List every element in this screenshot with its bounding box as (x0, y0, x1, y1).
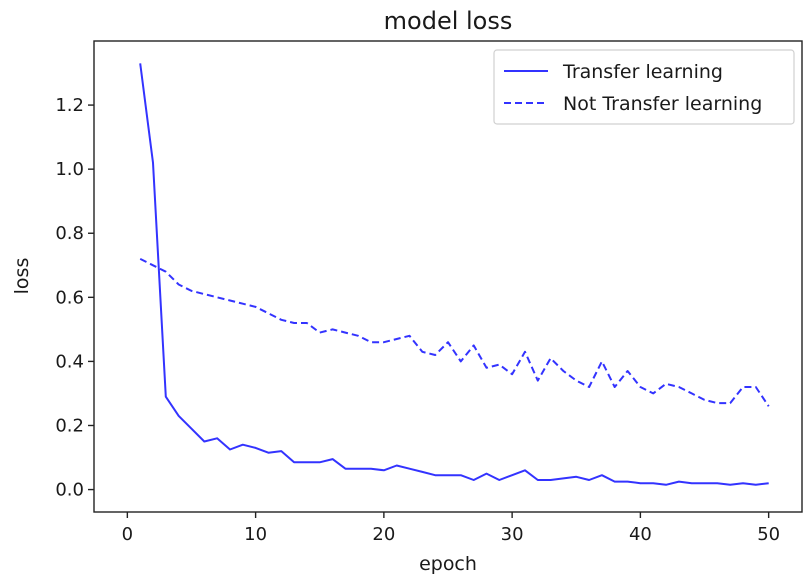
x-axis: 0 10 20 30 40 50 (122, 512, 780, 545)
y-tick-label: 0.8 (55, 223, 84, 244)
x-tick-label: 20 (372, 524, 395, 545)
series-line-0 (139, 63, 769, 486)
chart-title: model loss (384, 7, 513, 35)
legend-label-not-transfer: Not Transfer learning (563, 93, 762, 115)
y-tick-label: 0.2 (55, 415, 84, 436)
legend-label-transfer: Transfer learning (562, 61, 723, 83)
x-tick-label: 30 (501, 524, 524, 545)
series-line-1 (139, 258, 770, 407)
y-axis-label: loss (11, 258, 33, 295)
y-axis: 0.0 0.2 0.4 0.6 0.8 1.0 1.2 (55, 95, 94, 501)
x-tick-label: 40 (629, 524, 652, 545)
x-tick-label: 10 (244, 524, 267, 545)
y-tick-label: 0.0 (55, 480, 84, 501)
plot-frame (93, 40, 803, 513)
y-tick-label: 1.2 (55, 95, 84, 116)
legend-box (493, 49, 795, 125)
y-tick-label: 0.4 (55, 351, 84, 372)
x-tick-label: 50 (757, 524, 780, 545)
x-tick-label: 0 (122, 524, 133, 545)
x-axis-label: epoch (419, 553, 477, 575)
legend: Transfer learning Not Transfer learning (493, 49, 795, 125)
y-tick-label: 0.6 (55, 287, 84, 308)
y-tick-label: 1.0 (55, 159, 84, 180)
plot-area (139, 63, 770, 486)
